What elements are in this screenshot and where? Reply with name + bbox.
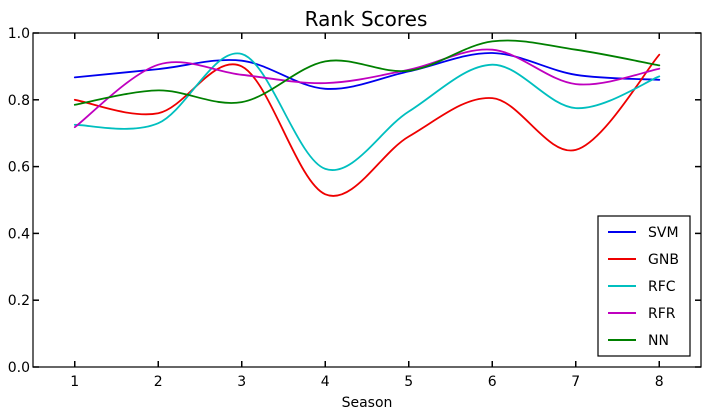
y-tick-label-0-6: 0.6 xyxy=(8,160,30,176)
series-line-nn xyxy=(73,39,661,106)
y-tick-label-0-4: 0.4 xyxy=(8,226,30,242)
legend-label-rfr: RFR xyxy=(648,306,676,322)
x-tick-label-1: 1 xyxy=(70,374,79,390)
legend: SVM GNB RFC RFR NN xyxy=(597,215,691,357)
x-axis-label: Season xyxy=(342,395,393,411)
legend-label-rfc: RFC xyxy=(648,279,676,295)
y-tick-label-0-0: 0.0 xyxy=(8,360,30,376)
x-tick-label-7: 7 xyxy=(571,374,580,390)
chart-title: Rank Scores xyxy=(305,7,428,31)
x-tick-label-3: 3 xyxy=(237,374,246,390)
legend-label-gnb: GNB xyxy=(648,252,679,268)
series-line-gnb xyxy=(73,53,661,197)
x-tick-label-2: 2 xyxy=(154,374,163,390)
y-axis-ticks: 0.0 0.2 0.4 0.6 0.8 1.0 xyxy=(8,26,701,376)
series-line-rfr xyxy=(73,48,661,129)
x-tick-label-8: 8 xyxy=(655,374,664,390)
plot-frame xyxy=(32,32,702,368)
legend-label-svm: SVM xyxy=(648,225,679,241)
series-line-svm xyxy=(73,52,661,90)
y-tick-label-1-0: 1.0 xyxy=(8,26,30,42)
x-axis-ticks: 1 2 3 4 5 6 7 8 xyxy=(70,33,664,390)
x-tick-label-6: 6 xyxy=(488,374,497,390)
x-tick-label-4: 4 xyxy=(321,374,330,390)
plot-lines xyxy=(73,39,661,197)
legend-label-nn: NN xyxy=(648,333,669,349)
y-tick-label-0-8: 0.8 xyxy=(8,93,30,109)
y-tick-label-0-2: 0.2 xyxy=(8,293,30,309)
series-line-rfc xyxy=(73,52,661,172)
x-tick-label-5: 5 xyxy=(404,374,413,390)
